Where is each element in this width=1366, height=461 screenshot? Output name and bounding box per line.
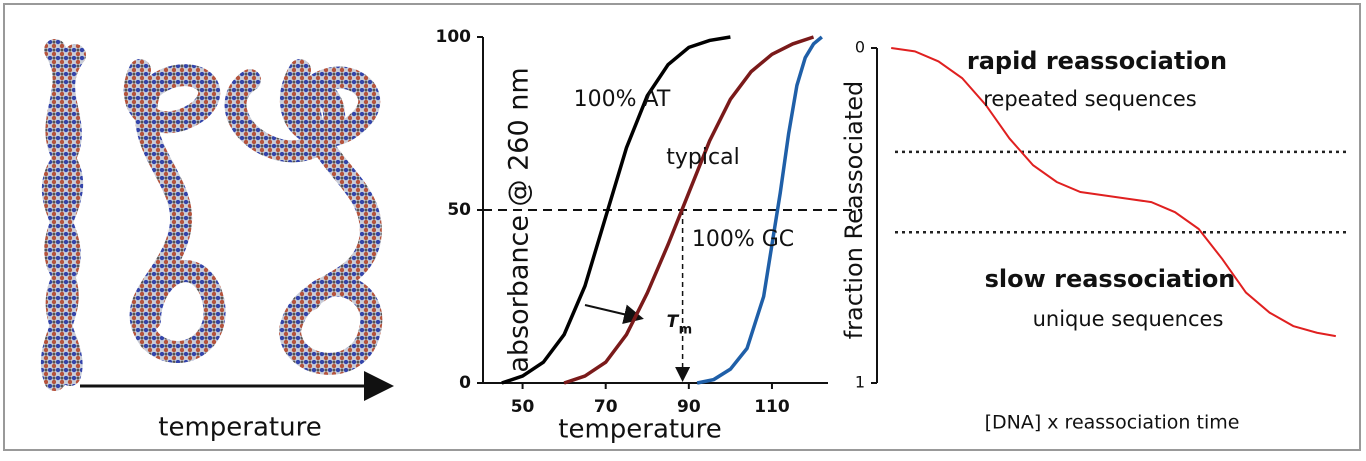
y-axis-title: fraction Reassociated: [840, 81, 868, 340]
x-tick-label: 110: [754, 397, 790, 417]
tm-label: T: [667, 312, 680, 332]
series-label: 100% AT: [574, 87, 671, 112]
x-axis-title: temperature: [558, 415, 721, 445]
y-axis-title: absorbance @ 260 nm: [504, 67, 535, 372]
y-tick-label: 0: [459, 373, 471, 393]
series-label: 100% GC: [692, 227, 794, 252]
caption: temperature: [158, 413, 321, 443]
annotation: repeated sequences: [983, 87, 1197, 111]
shift-arrow: [584, 304, 644, 325]
y-tick-label: 100: [436, 27, 472, 47]
x-tick-label: 50: [511, 397, 535, 417]
curve: [696, 35, 823, 385]
annotation: unique sequences: [1033, 307, 1224, 331]
x-axis-title: [DNA] x reassociation time: [985, 412, 1240, 434]
curve: [501, 35, 731, 385]
y-tick-label: 1: [855, 373, 865, 392]
annotation: slow reassociation: [985, 265, 1236, 293]
curve: [563, 35, 815, 385]
y-tick-label: 0: [855, 38, 865, 57]
y-tick-label: 50: [447, 200, 471, 220]
dna-illustration: [40, 39, 383, 391]
x-tick-label: 70: [594, 397, 618, 417]
annotation: rapid reassociation: [967, 47, 1227, 75]
curve: [891, 47, 1336, 338]
tm-subscript: m: [679, 323, 693, 338]
series-label: typical: [666, 145, 739, 170]
x-tick-label: 90: [677, 397, 701, 417]
